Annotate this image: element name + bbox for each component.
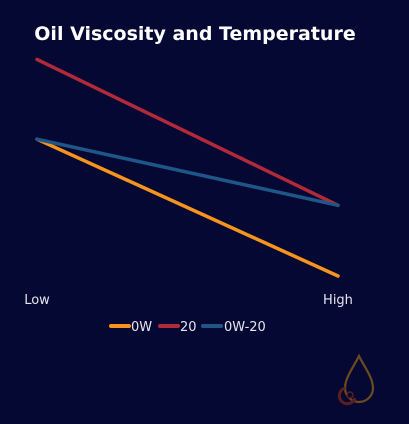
chart-title: Oil Viscosity and Temperature [34,23,355,45]
legend-label-0w: 0W [131,320,152,335]
oil-drop-gear-icon [337,353,375,406]
x-tick-label-low: Low [24,293,50,308]
series-line-20 [35,57,340,208]
legend-label-0w-20: 0W-20 [224,320,266,335]
series-layer [35,57,340,278]
series-line-0w [35,137,340,278]
x-tick-label-high: High [323,293,353,308]
legend-label-20: 20 [180,320,197,335]
legend: 0W 20 0W-20 [109,320,266,335]
series-line-0w-20 [35,137,340,208]
